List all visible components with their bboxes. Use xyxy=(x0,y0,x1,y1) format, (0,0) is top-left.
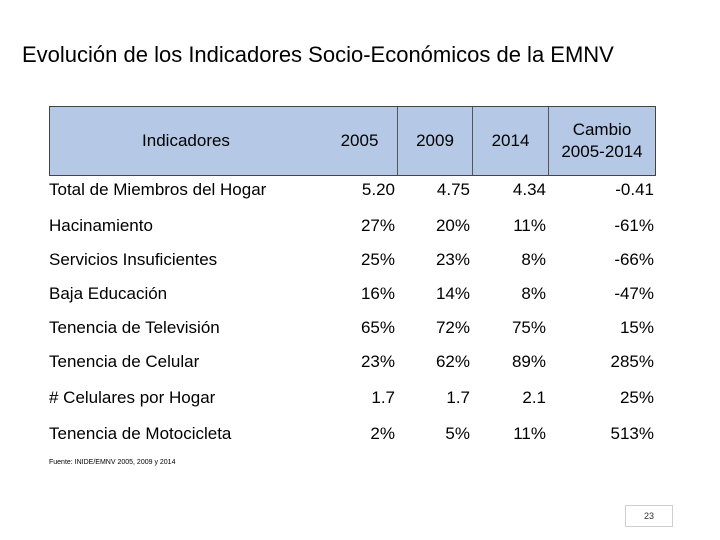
row-label: Hacinamiento xyxy=(49,216,153,235)
table-row: Baja Educación 16% 14% 8% -47% xyxy=(49,277,656,311)
value-2014: 8% xyxy=(521,284,546,303)
value-2014: 89% xyxy=(511,352,546,371)
value-2009: 14% xyxy=(435,284,470,303)
row-label: Servicios Insuficientes xyxy=(49,250,218,269)
table-row: Servicios Insuficientes 25% 23% 8% -66% xyxy=(49,243,656,277)
value-2009: 5% xyxy=(445,424,470,443)
header-2005: 2005 xyxy=(340,131,379,150)
header-indicadores: Indicadores xyxy=(142,131,230,150)
value-2014: 11% xyxy=(513,424,546,443)
row-label: Tenencia de Celular xyxy=(49,352,200,371)
value-2005: 27% xyxy=(360,216,395,235)
value-cambio: 513% xyxy=(610,424,654,443)
value-2014: 4.34 xyxy=(512,180,546,199)
table-row: Tenencia de Celular 23% 62% 89% 285% xyxy=(49,345,656,379)
row-label: Baja Educación xyxy=(49,284,168,303)
header-2014: 2014 xyxy=(491,131,530,150)
value-2005: 25% xyxy=(360,250,395,269)
value-cambio: 285% xyxy=(610,352,654,371)
value-2009: 23% xyxy=(435,250,470,269)
value-2005: 65% xyxy=(360,318,395,337)
row-label: Tenencia de Motocicleta xyxy=(49,424,232,443)
value-2009: 62% xyxy=(435,352,470,371)
value-2009: 4.75 xyxy=(436,180,470,199)
slide-title: Evolución de los Indicadores Socio-Econó… xyxy=(22,42,614,67)
value-2009: 72% xyxy=(435,318,470,337)
header-cambio-line1: Cambio xyxy=(572,120,632,139)
table-row: Tenencia de Televisión 65% 72% 75% 15% xyxy=(49,311,656,345)
value-cambio: -61% xyxy=(614,216,654,235)
table-row: Tenencia de Motocicleta 2% 5% 11% 513% xyxy=(49,417,656,451)
table-row: Total de Miembros del Hogar 5.20 4.75 4.… xyxy=(49,173,656,207)
value-2005: 5.20 xyxy=(361,180,395,199)
header-cambio: Cambio 2005-2014 xyxy=(549,107,655,175)
table-row: Hacinamiento 27% 20% 11% -61% xyxy=(49,209,656,243)
value-cambio: 25% xyxy=(619,388,654,407)
value-cambio: -47% xyxy=(614,284,654,303)
table-row: # Celulares por Hogar 1.7 1.7 2.1 25% xyxy=(49,381,656,415)
value-2005: 1.7 xyxy=(371,388,395,407)
header-divider xyxy=(472,107,473,175)
row-label: Total de Miembros del Hogar xyxy=(49,180,267,199)
value-2005: 16% xyxy=(360,284,395,303)
table-header: Indicadores 2005 2009 2014 Cambio 2005-2… xyxy=(49,106,656,176)
value-2014: 8% xyxy=(521,250,546,269)
value-2005: 23% xyxy=(360,352,395,371)
row-label: Tenencia de Televisión xyxy=(49,318,220,337)
source-note: Fuente: INIDE/EMNV 2005, 2009 y 2014 xyxy=(49,459,176,466)
value-cambio: -0.41 xyxy=(615,180,654,199)
value-2009: 20% xyxy=(435,216,470,235)
header-cambio-line2: 2005-2014 xyxy=(561,142,643,161)
page-number: 23 xyxy=(625,505,673,527)
value-2014: 75% xyxy=(511,318,546,337)
header-divider xyxy=(548,107,549,175)
value-cambio: -66% xyxy=(614,250,654,269)
value-cambio: 15% xyxy=(619,318,654,337)
value-2014: 11% xyxy=(513,216,546,235)
value-2009: 1.7 xyxy=(446,388,470,407)
value-2005: 2% xyxy=(370,424,395,443)
row-label: # Celulares por Hogar xyxy=(49,388,216,407)
value-2014: 2.1 xyxy=(522,388,546,407)
header-2009: 2009 xyxy=(416,131,454,150)
header-divider xyxy=(397,107,398,175)
